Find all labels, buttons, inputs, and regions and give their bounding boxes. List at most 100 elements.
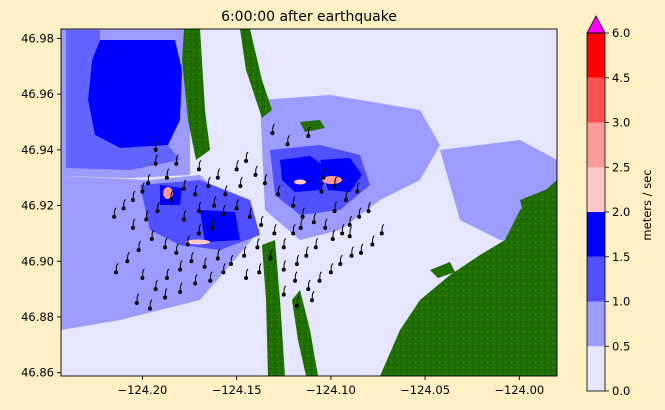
particle xyxy=(234,167,239,172)
colorbar-tick-label: 0.0 xyxy=(612,384,630,398)
particle xyxy=(196,209,201,214)
particle xyxy=(366,209,371,214)
particle xyxy=(319,189,324,194)
particle xyxy=(281,292,286,297)
hotspot-3 xyxy=(294,179,306,185)
particle xyxy=(298,225,303,230)
chart-title: 6:00:00 after earthquake xyxy=(221,9,397,25)
particle xyxy=(130,225,135,230)
water-field-channel-core xyxy=(280,156,330,192)
y-tick-label: 46.98 xyxy=(21,31,54,45)
particle xyxy=(206,184,211,189)
particle xyxy=(347,234,352,239)
particle xyxy=(311,220,316,225)
particle xyxy=(164,175,169,180)
land-north-spit xyxy=(182,29,210,160)
water-field-entrance-core-2 xyxy=(200,210,240,242)
particle xyxy=(359,250,364,255)
colorbar-segment xyxy=(587,33,605,78)
particle xyxy=(291,203,296,208)
particle xyxy=(313,245,318,250)
particle xyxy=(355,189,360,194)
particle xyxy=(330,236,335,241)
colorbar-segment xyxy=(587,122,605,168)
particle xyxy=(332,209,337,214)
particle xyxy=(291,231,296,236)
particle xyxy=(178,267,183,272)
particle xyxy=(155,209,160,214)
y-tick-label: 46.90 xyxy=(21,254,54,268)
particle xyxy=(285,142,290,147)
particle xyxy=(164,275,169,280)
particle xyxy=(215,175,220,180)
particle xyxy=(121,206,126,211)
particle xyxy=(323,225,328,230)
particle xyxy=(321,175,326,180)
particle xyxy=(242,253,247,258)
particle xyxy=(144,217,149,222)
particle xyxy=(221,270,226,275)
colorbar-segment xyxy=(587,167,605,212)
y-tick-label: 46.92 xyxy=(21,199,54,213)
particle xyxy=(234,206,239,211)
land-east-north xyxy=(520,190,557,245)
colorbar-tick-label: 1.0 xyxy=(612,295,630,309)
colorbar-tick-label: 2.5 xyxy=(612,160,630,174)
plot-frame xyxy=(60,28,558,377)
colorbar-segment xyxy=(587,256,605,302)
colorbar-extend-arrow xyxy=(586,15,606,34)
colorbar-segment xyxy=(587,301,605,347)
particle xyxy=(221,211,226,216)
colorbar-segment xyxy=(587,346,605,391)
land-south-spit xyxy=(262,240,285,376)
particle xyxy=(257,270,262,275)
hotspot-2 xyxy=(186,239,210,245)
colorbar-tick-label: 1.5 xyxy=(612,250,630,264)
particle xyxy=(370,242,375,247)
y-tick-label: 46.86 xyxy=(21,366,54,380)
particle xyxy=(193,281,198,286)
x-tick-label: −124.05 xyxy=(400,383,450,397)
x-tick-label: −124.20 xyxy=(117,383,167,397)
particle xyxy=(153,147,158,152)
particle xyxy=(112,214,117,219)
colorbar-segment xyxy=(587,77,605,123)
particle xyxy=(270,131,275,136)
particle xyxy=(174,161,179,166)
colorbar-label: meters / sec xyxy=(640,169,654,240)
particle xyxy=(244,159,249,164)
particle xyxy=(306,287,311,292)
particle xyxy=(193,192,198,197)
particle xyxy=(247,214,252,219)
particle xyxy=(196,167,201,172)
particle xyxy=(306,133,311,138)
particle xyxy=(310,298,315,303)
x-tick-label: −124.15 xyxy=(212,383,262,397)
land-east-mainland xyxy=(380,180,557,376)
particle xyxy=(349,253,354,258)
particle xyxy=(328,270,333,275)
particle xyxy=(281,267,286,272)
y-axis: 46.86 46.88 46.90 46.92 46.94 46.96 46.98 xyxy=(21,31,61,380)
particle xyxy=(163,245,168,250)
particle xyxy=(215,256,220,261)
particle xyxy=(255,245,260,250)
particle xyxy=(253,172,258,177)
x-tick-label: −124.00 xyxy=(494,383,544,397)
particle xyxy=(268,256,273,261)
particle xyxy=(196,231,201,236)
particle xyxy=(174,250,179,255)
y-tick-label: 46.94 xyxy=(21,143,54,157)
particle xyxy=(153,287,158,292)
particle xyxy=(146,181,151,186)
plot-area xyxy=(61,29,557,376)
particle xyxy=(294,303,299,308)
water-field-north-high xyxy=(88,40,182,148)
particle xyxy=(202,264,207,269)
particle xyxy=(294,262,299,267)
particle xyxy=(210,225,215,230)
particle xyxy=(208,278,213,283)
particle xyxy=(178,289,183,294)
particle xyxy=(185,242,190,247)
